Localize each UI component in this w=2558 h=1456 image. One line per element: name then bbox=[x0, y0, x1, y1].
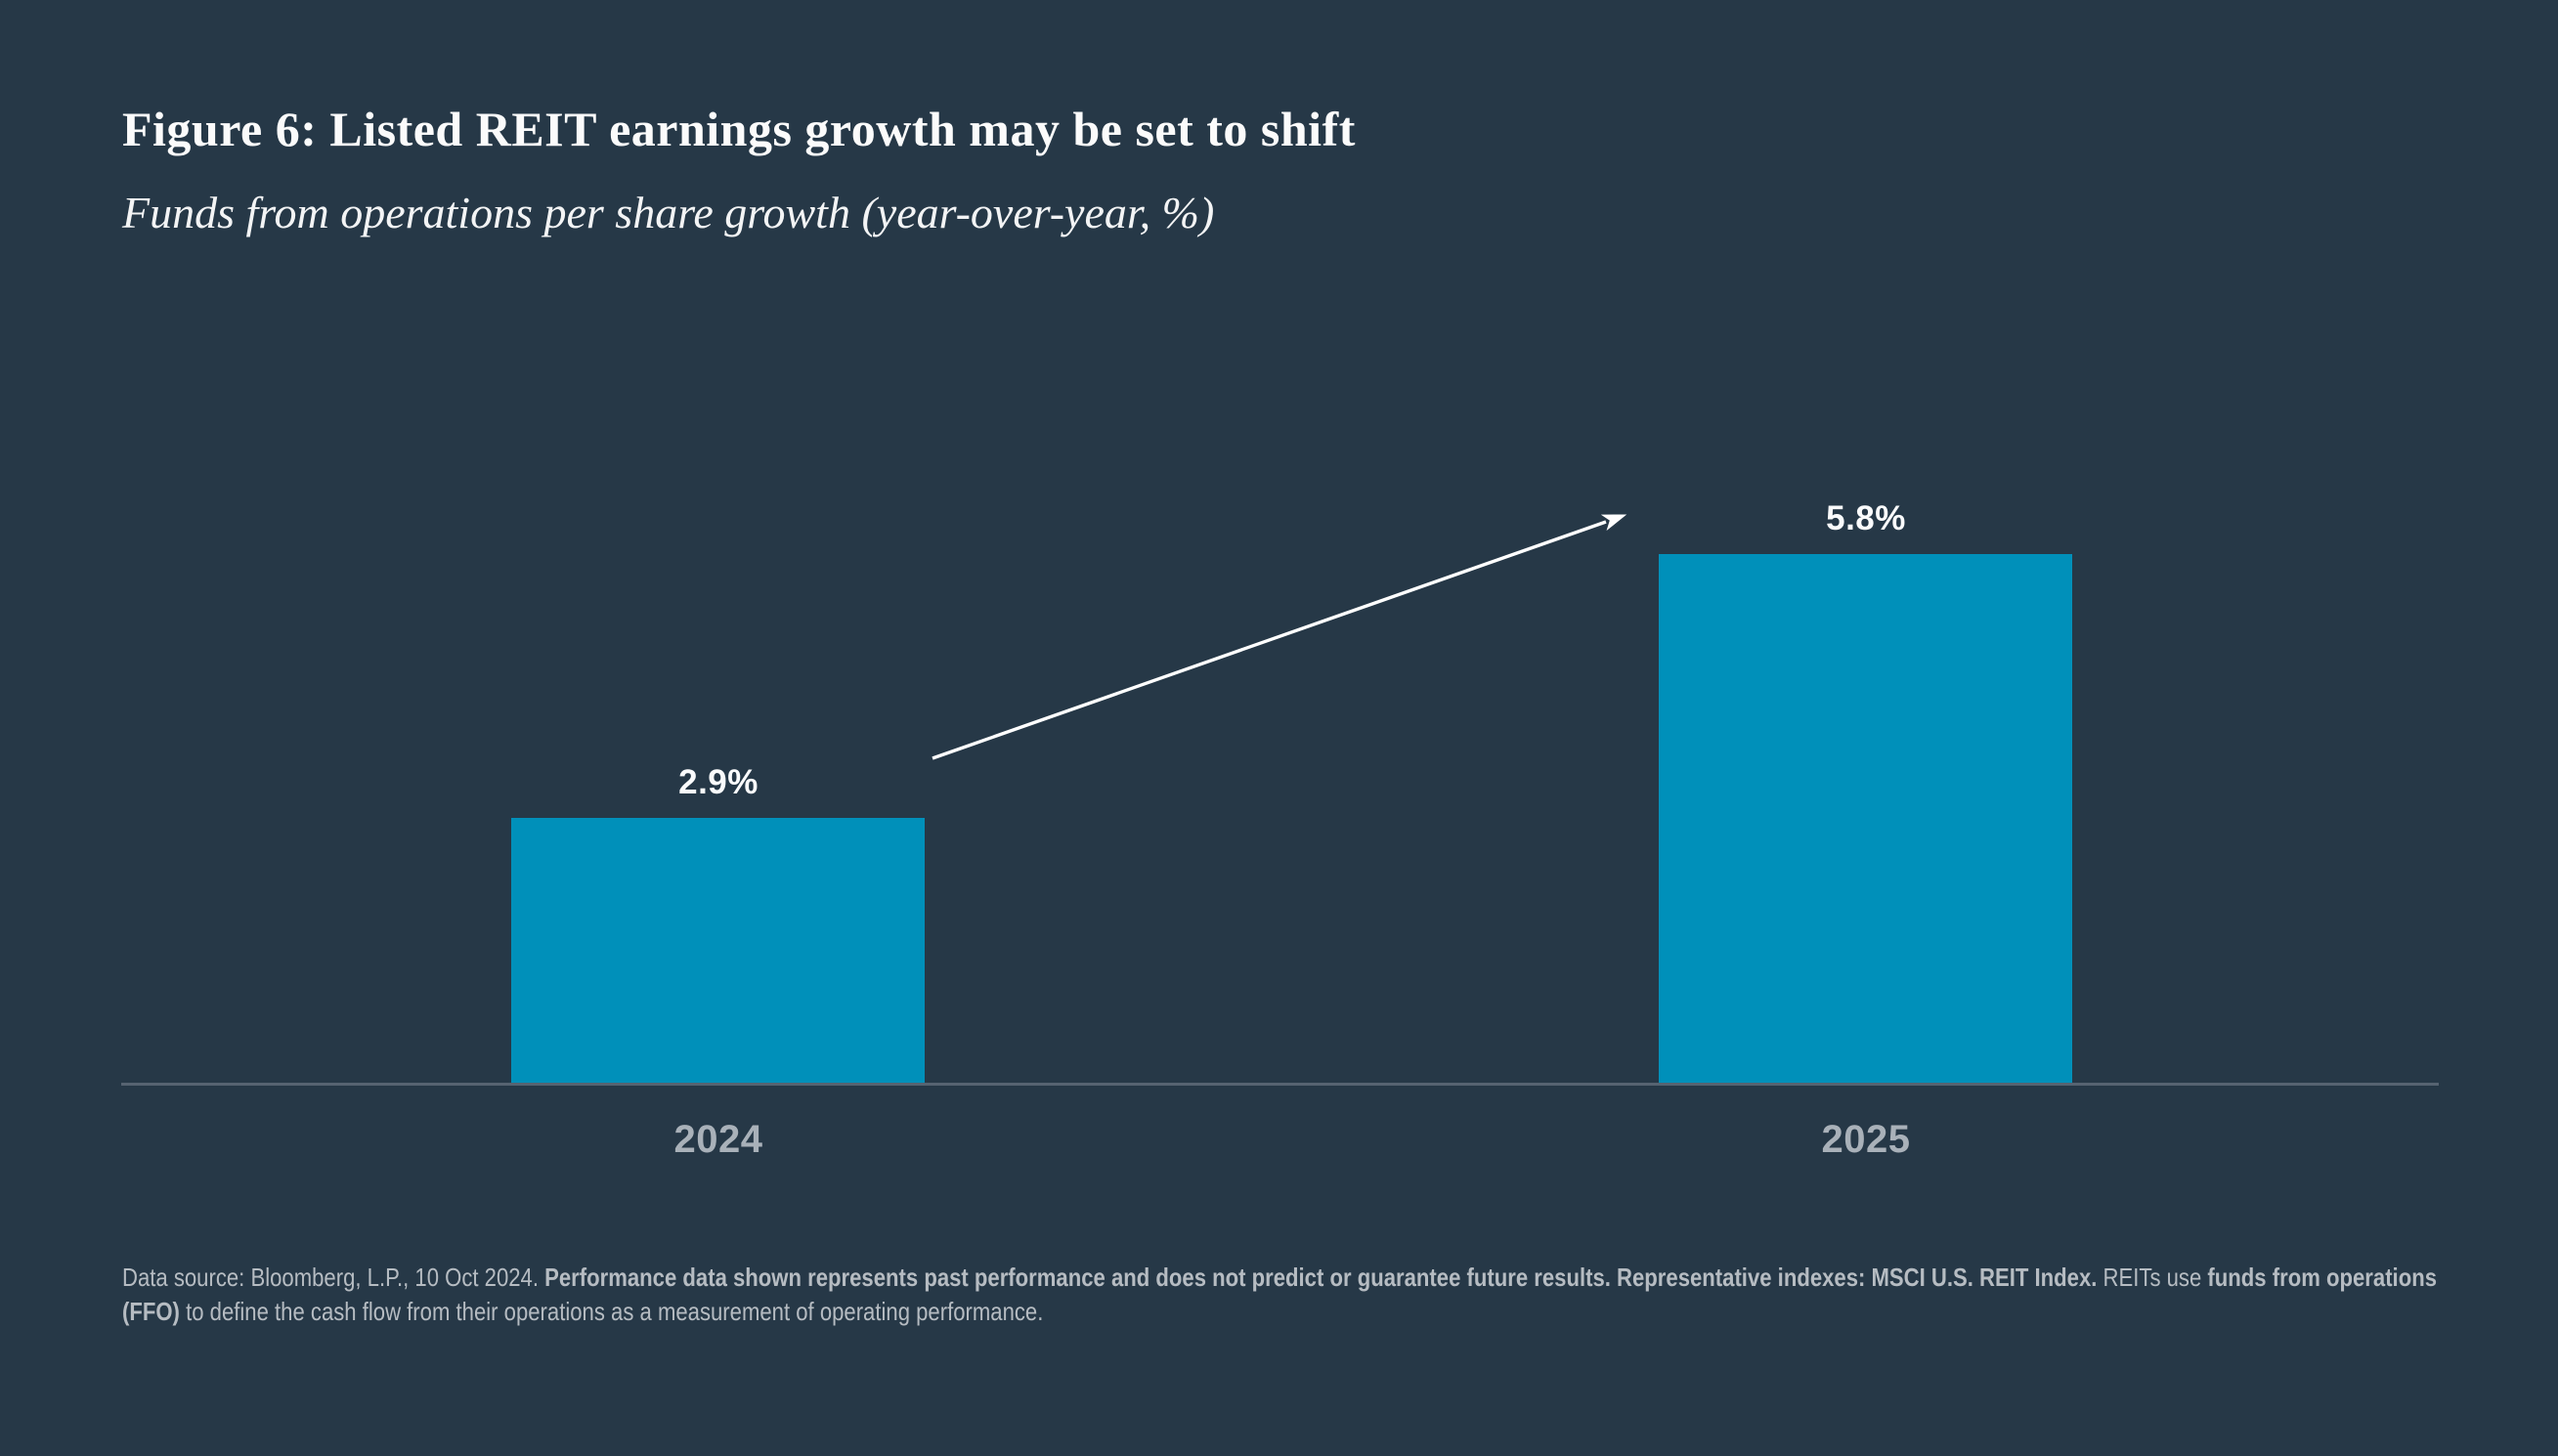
footnote-segment: REITs use bbox=[2097, 1263, 2208, 1292]
footnote-segment: (FFO) bbox=[122, 1297, 180, 1326]
figure-title: Figure 6: Listed REIT earnings growth ma… bbox=[122, 102, 1356, 156]
footnote-line: Data source: Bloomberg, L.P., 10 Oct 202… bbox=[122, 1261, 2437, 1295]
value-label-2024: 2.9% bbox=[678, 763, 759, 801]
footnote-segment: Performance data shown represents past p… bbox=[544, 1263, 2098, 1292]
bar-2025 bbox=[1659, 554, 2072, 1083]
footnote-segment: Data source: Bloomberg, L.P., 10 Oct 202… bbox=[122, 1263, 545, 1292]
x-axis-line bbox=[121, 1083, 2439, 1086]
footnote-segment: to define the cash flow from their opera… bbox=[179, 1297, 1044, 1326]
footnote-line: (FFO) to define the cash flow from their… bbox=[122, 1295, 1043, 1329]
x-axis-label-2025: 2025 bbox=[1821, 1118, 1911, 1161]
figure-subtitle: Funds from operations per share growth (… bbox=[122, 188, 1215, 237]
footnote-segment: funds from operations bbox=[2207, 1263, 2437, 1292]
value-label-2025: 5.8% bbox=[1826, 499, 1906, 537]
x-axis-label-2024: 2024 bbox=[673, 1118, 763, 1161]
footnote: Data source: Bloomberg, L.P., 10 Oct 202… bbox=[122, 1261, 2507, 1329]
bar-2024 bbox=[511, 818, 925, 1083]
